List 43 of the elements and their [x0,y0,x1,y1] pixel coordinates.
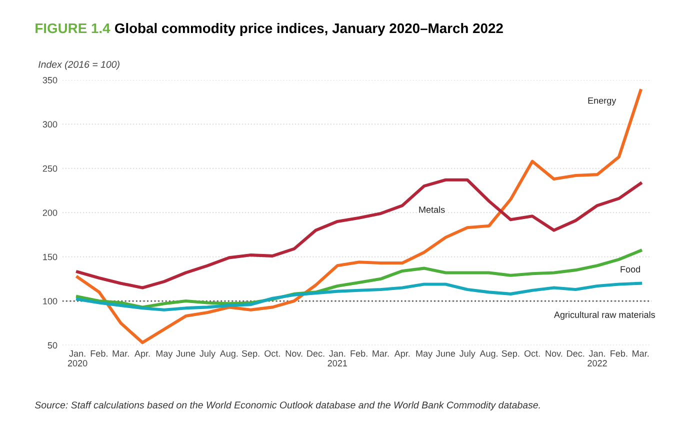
x-tick-label: Sep. [242,350,260,358]
x-tick-label: Sep. [502,350,520,358]
chart-title: FIGURE 1.4 Global commodity price indices, January 2020–March 2022 [36,22,503,36]
y-axis-title: Index (2016 = 100) [38,60,120,70]
x-tick-label: Jan. 2020 [68,350,88,366]
y-tick-label: 250 [42,165,58,172]
x-tick-label: Aug. [220,350,238,358]
x-tick-label: Mar. [112,350,129,357]
y-tick-label: 300 [42,121,58,128]
y-tick-label: 150 [43,254,58,260]
y-tick-label: 200 [42,210,58,216]
x-tick-label: Apr. [134,350,150,358]
x-tick-label: Feb. [350,350,368,357]
x-tick-label: July [459,350,476,358]
text: Agricultural raw materials [554,311,655,320]
x-tick-label: Oct. [264,350,280,357]
x-tick-label: Jan. 2021 [328,350,348,366]
x-tick-label: May [156,350,173,358]
line-series [76,282,642,312]
x-tick-label: Apr. [394,350,410,358]
y-tick-label: 100 [43,298,58,304]
x-tick-label: Mar. [632,350,649,357]
x-tick-label: Nov. [286,350,302,357]
x-tick-label: Nov. [546,350,562,357]
x-tick-label: Dec. [307,350,324,357]
text: Energy [588,97,616,106]
y-tick-label: 50 [48,342,58,349]
x-tick-label: Oct. [524,350,540,357]
series-label: Food [620,266,640,272]
x-tick-label: May [416,350,433,358]
x-tick-label: Mar. [372,350,389,357]
x-tick-label: June [176,350,196,357]
x-tick-label: Feb. [90,350,108,357]
x-tick-label: Jan. 2022 [588,350,607,366]
x-tick-label: July [200,350,216,358]
x-tick-label: Feb. [610,350,628,357]
series-label: Metals [419,206,445,213]
line-series [76,178,642,290]
x-tick-label: Dec. [567,350,584,357]
x-tick-label: June [436,350,456,357]
y-tick-label: 350 [42,76,58,84]
source-note: Source: Staff calculations based on the World Economic Outlook database and the World Bank Commodity database. [34,401,540,410]
x-tick-label: Aug. [480,350,498,358]
